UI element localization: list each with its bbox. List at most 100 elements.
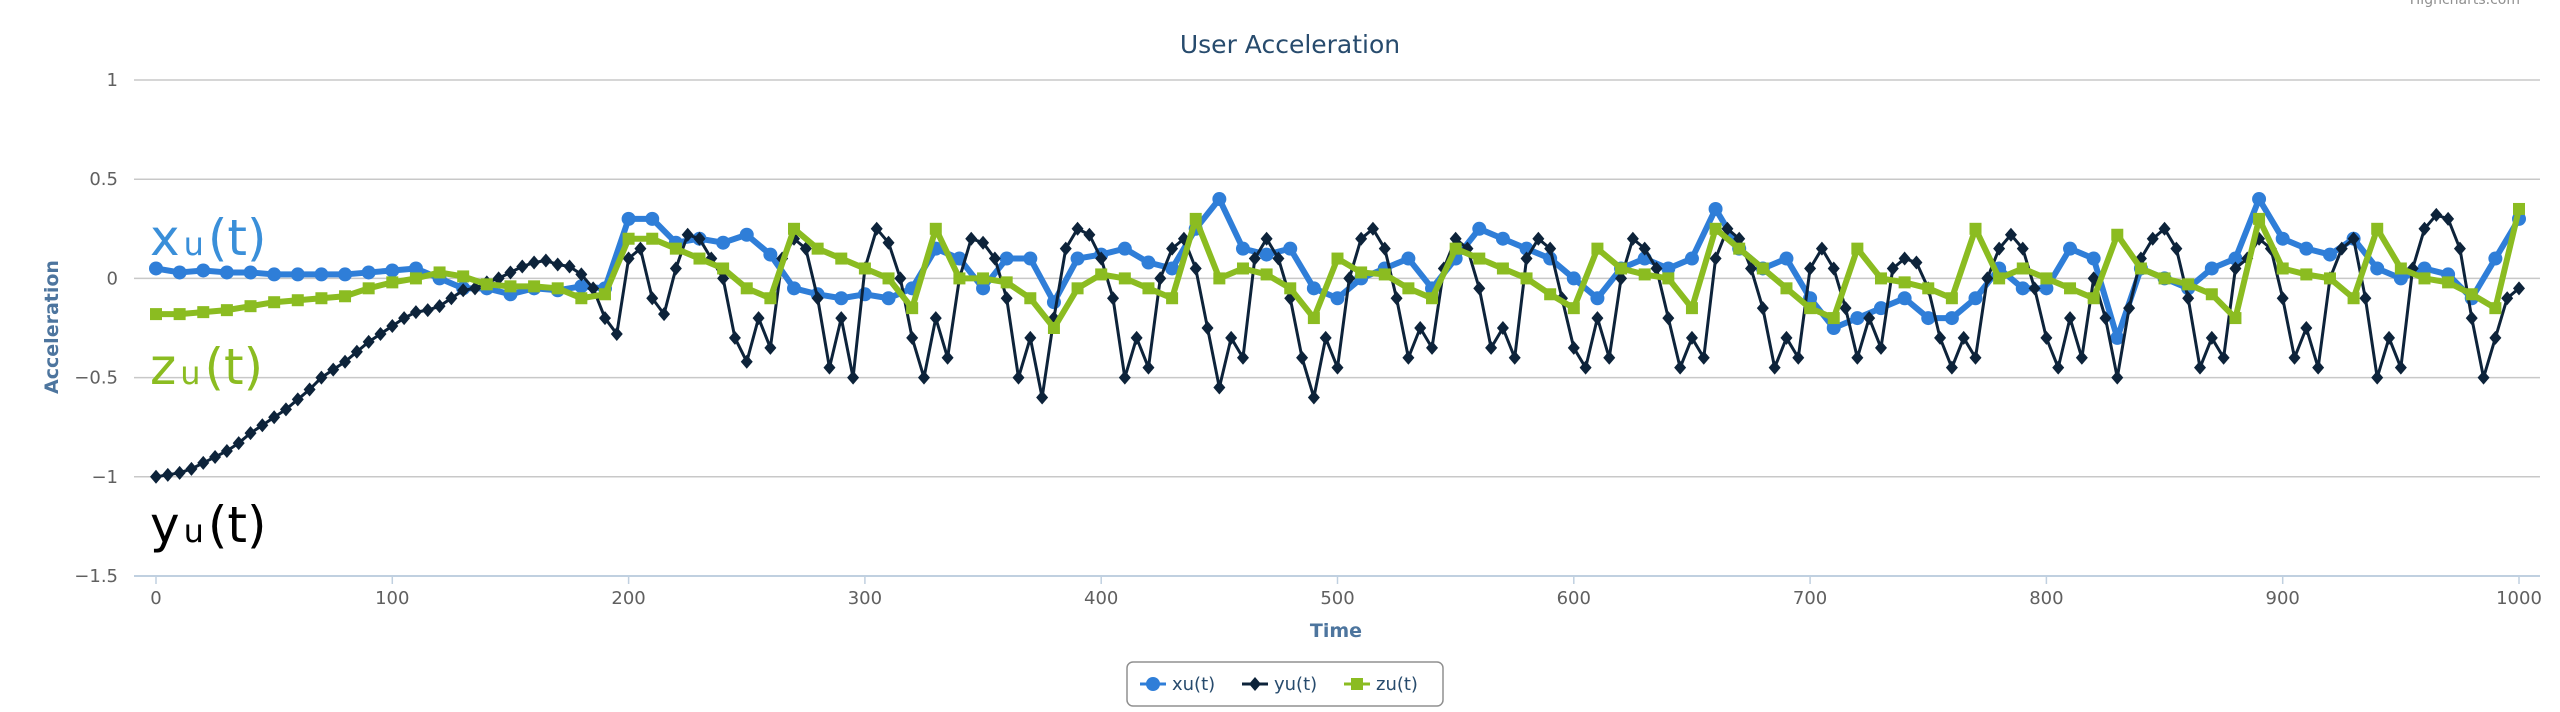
- data-point[interactable]: [882, 235, 895, 250]
- data-point[interactable]: [1107, 291, 1120, 306]
- data-point[interactable]: [1579, 360, 1592, 375]
- data-point[interactable]: [835, 252, 848, 265]
- data-point[interactable]: [693, 231, 706, 246]
- data-point[interactable]: [2489, 330, 2502, 345]
- data-point[interactable]: [646, 291, 659, 306]
- data-point[interactable]: [823, 360, 836, 375]
- data-point[interactable]: [2158, 221, 2171, 236]
- data-point[interactable]: [2276, 291, 2289, 306]
- data-point[interactable]: [1449, 231, 1462, 246]
- data-point[interactable]: [409, 305, 422, 320]
- data-point[interactable]: [1874, 272, 1887, 285]
- data-point[interactable]: [646, 232, 659, 245]
- data-point[interactable]: [268, 296, 281, 309]
- data-point[interactable]: [1366, 221, 1379, 236]
- data-point[interactable]: [244, 426, 257, 441]
- data-point[interactable]: [1567, 340, 1580, 355]
- data-point[interactable]: [2299, 241, 2314, 256]
- data-point[interactable]: [469, 281, 482, 296]
- data-point[interactable]: [906, 302, 919, 315]
- data-point[interactable]: [906, 330, 919, 345]
- data-point[interactable]: [1331, 360, 1344, 375]
- data-point[interactable]: [386, 276, 399, 289]
- data-point[interactable]: [2087, 292, 2100, 305]
- data-point[interactable]: [2205, 330, 2218, 345]
- data-point[interactable]: [2418, 272, 2431, 285]
- data-point[interactable]: [1662, 272, 1675, 285]
- data-point[interactable]: [1426, 340, 1439, 355]
- data-point[interactable]: [1330, 291, 1345, 306]
- data-point[interactable]: [2418, 221, 2431, 236]
- data-point[interactable]: [2182, 278, 2195, 291]
- data-point[interactable]: [150, 469, 162, 484]
- data-point[interactable]: [1993, 241, 2006, 256]
- data-point[interactable]: [1851, 242, 1864, 255]
- legend-item-yut[interactable]: yu(t): [1242, 674, 1317, 695]
- data-point[interactable]: [847, 370, 860, 385]
- data-point[interactable]: [409, 272, 422, 285]
- data-point[interactable]: [1189, 261, 1202, 276]
- data-point[interactable]: [988, 251, 1001, 266]
- data-point[interactable]: [1827, 312, 1840, 325]
- data-point[interactable]: [1921, 311, 1936, 326]
- data-point[interactable]: [1189, 212, 1202, 225]
- data-point[interactable]: [1780, 330, 1793, 345]
- data-point[interactable]: [1402, 282, 1415, 295]
- data-point[interactable]: [161, 467, 174, 482]
- data-point[interactable]: [1780, 282, 1793, 295]
- data-point[interactable]: [2430, 207, 2443, 222]
- data-point[interactable]: [2513, 281, 2525, 296]
- data-point[interactable]: [574, 279, 589, 294]
- data-point[interactable]: [1733, 242, 1746, 255]
- data-point[interactable]: [1117, 241, 1132, 256]
- data-point[interactable]: [1071, 282, 1084, 295]
- data-point[interactable]: [1248, 251, 1261, 266]
- data-point[interactable]: [2275, 231, 2290, 246]
- data-point[interactable]: [185, 461, 198, 476]
- data-point[interactable]: [290, 267, 305, 282]
- data-point[interactable]: [1355, 266, 1368, 279]
- data-point[interactable]: [2501, 291, 2514, 306]
- data-point[interactable]: [350, 344, 363, 359]
- data-point[interactable]: [2488, 251, 2503, 266]
- data-point[interactable]: [1378, 268, 1391, 281]
- data-point[interactable]: [433, 266, 446, 279]
- data-point[interactable]: [386, 319, 399, 334]
- data-point[interactable]: [1449, 242, 1462, 255]
- data-point[interactable]: [1000, 291, 1013, 306]
- data-point[interactable]: [1236, 262, 1249, 275]
- data-point[interactable]: [764, 292, 777, 305]
- data-point[interactable]: [1981, 271, 1994, 286]
- data-point[interactable]: [385, 263, 400, 278]
- data-point[interactable]: [1827, 261, 1840, 276]
- data-point[interactable]: [2146, 231, 2159, 246]
- data-point[interactable]: [2288, 350, 2301, 365]
- data-point[interactable]: [2028, 281, 2041, 296]
- data-point[interactable]: [1615, 271, 1628, 286]
- data-point[interactable]: [2039, 281, 2054, 296]
- data-point[interactable]: [681, 227, 694, 242]
- data-point[interactable]: [917, 370, 930, 385]
- data-point[interactable]: [220, 304, 233, 317]
- data-point[interactable]: [1130, 330, 1143, 345]
- data-point[interactable]: [1496, 321, 1509, 335]
- data-point[interactable]: [2465, 288, 2478, 301]
- data-point[interactable]: [2217, 350, 2230, 365]
- data-point[interactable]: [2252, 192, 2267, 207]
- data-point[interactable]: [2086, 251, 2101, 266]
- data-point[interactable]: [610, 326, 623, 341]
- data-point[interactable]: [1544, 288, 1557, 301]
- data-point[interactable]: [2040, 272, 2053, 285]
- data-point[interactable]: [2111, 228, 2124, 241]
- data-point[interactable]: [1095, 268, 1108, 281]
- data-point[interactable]: [2063, 241, 2078, 256]
- data-point[interactable]: [2016, 241, 2029, 256]
- data-point[interactable]: [2099, 311, 2112, 326]
- data-point[interactable]: [1390, 291, 1403, 306]
- data-point[interactable]: [1260, 231, 1273, 246]
- data-point[interactable]: [2204, 261, 2219, 276]
- data-point[interactable]: [1934, 330, 1947, 345]
- data-point[interactable]: [763, 247, 778, 262]
- data-point[interactable]: [2276, 262, 2289, 275]
- data-point[interactable]: [2383, 330, 2396, 345]
